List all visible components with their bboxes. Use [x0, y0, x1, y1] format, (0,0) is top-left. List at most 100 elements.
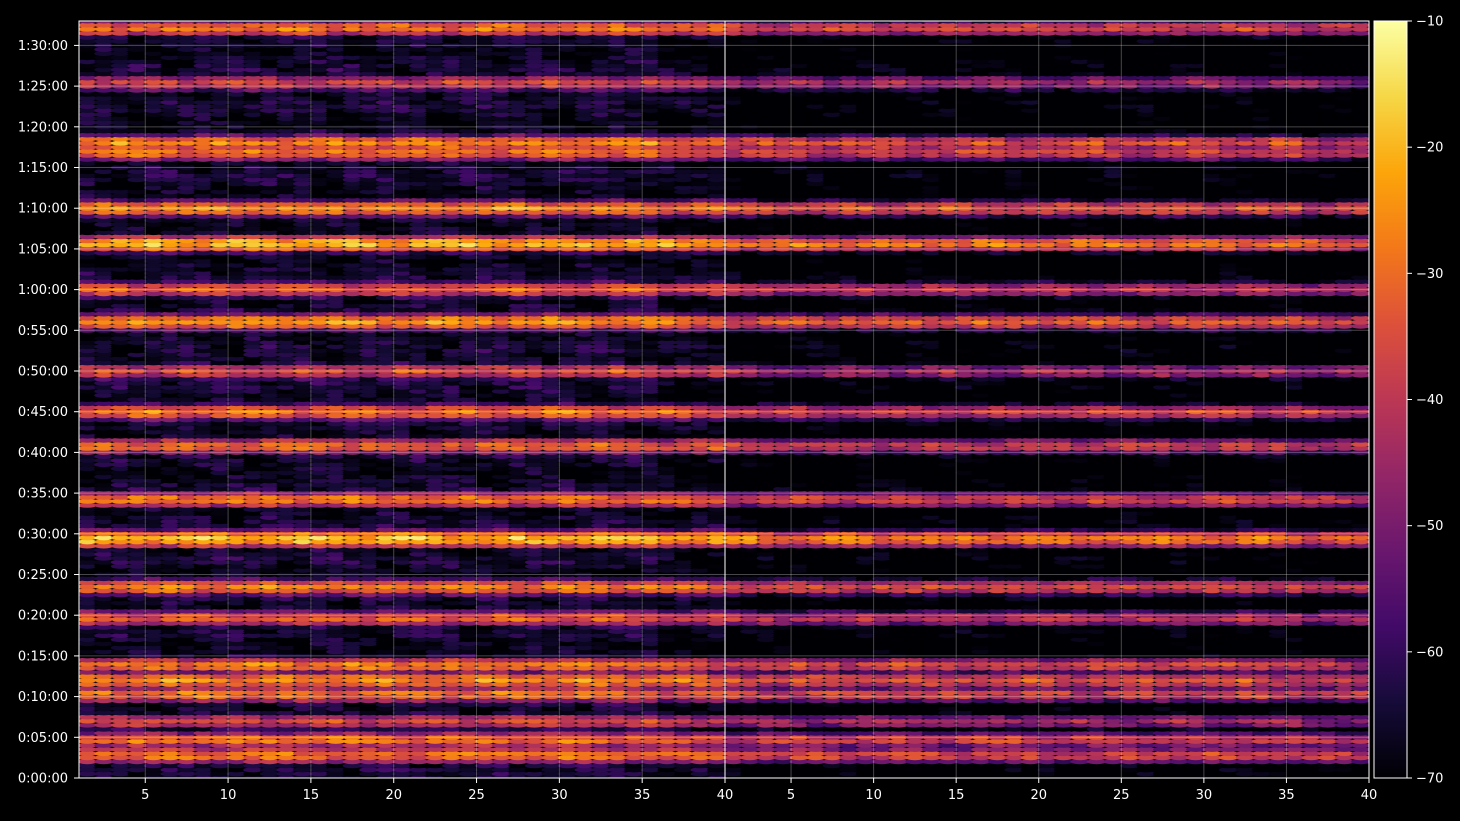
heatmap-cell: [193, 771, 213, 777]
heatmap-cell: [657, 722, 677, 728]
heatmap-cell: [177, 649, 197, 655]
heatmap-cell: [243, 665, 263, 671]
heatmap-cell: [707, 755, 725, 761]
heatmap-cell: [524, 730, 545, 736]
heatmap-cell: [458, 706, 478, 712]
heatmap-cell: [226, 661, 246, 667]
heatmap-cell: [558, 755, 578, 761]
heatmap-cell: [110, 702, 130, 708]
heatmap-cell: [226, 710, 246, 716]
heatmap-cell: [259, 726, 280, 732]
heatmap-cell: [491, 669, 511, 675]
heatmap-cell: [475, 771, 495, 777]
heatmap-cell: [259, 759, 280, 765]
heatmap-cell: [293, 661, 313, 667]
heatmap-cell: [143, 649, 164, 655]
heatmap-cell: [442, 710, 462, 716]
heatmap-cell: [143, 690, 164, 695]
heatmap-cell: [674, 690, 694, 695]
heatmap-cell: [392, 665, 412, 671]
heatmap-cell: [475, 706, 495, 712]
heatmap-cell: [127, 698, 147, 704]
heatmap-cell: [226, 747, 246, 752]
heatmap-cell: [425, 661, 445, 667]
heatmap-cell: [491, 775, 511, 778]
heatmap-cell: [276, 767, 296, 773]
heatmap-cell: [177, 726, 197, 732]
heatmap-cell: [375, 771, 395, 777]
heatmap-cell: [293, 718, 313, 724]
heatmap-cell: [508, 681, 528, 687]
heatmap-cell: [342, 661, 362, 667]
heatmap-cell: [392, 702, 412, 708]
heatmap-cell: [707, 722, 725, 728]
heatmap-cell: [359, 742, 379, 748]
heatmap-cell: [558, 718, 578, 724]
heatmap-cell: [458, 657, 478, 663]
heatmap-cell: [293, 759, 313, 765]
heatmap-cell: [508, 755, 528, 761]
heatmap-cell: [541, 669, 561, 675]
heatmap-cell: [491, 747, 511, 752]
heatmap-cell: [375, 747, 395, 752]
heatmap-cell: [210, 714, 230, 720]
heatmap-cell: [392, 726, 412, 732]
heatmap-cell: [276, 771, 296, 777]
heatmap-cell: [309, 771, 329, 777]
heatmap-cell: [657, 677, 677, 683]
heatmap-cell: [226, 751, 246, 757]
heatmap-cell: [558, 673, 578, 679]
heatmap-cell: [409, 718, 429, 724]
heatmap-cell: [143, 706, 164, 712]
heatmap-cell: [160, 694, 180, 700]
heatmap-cell: [259, 718, 280, 724]
heatmap-cell: [690, 657, 710, 663]
heatmap-cell: [475, 730, 495, 736]
heatmap-cell: [458, 718, 478, 724]
heatmap-cell: [79, 714, 97, 720]
heatmap-cell: [707, 734, 725, 740]
heatmap-cell: [293, 742, 313, 748]
heatmap-cell: [326, 747, 346, 752]
heatmap-cell: [110, 734, 130, 740]
heatmap-cell: [524, 742, 545, 748]
heatmap-cell: [309, 710, 329, 716]
heatmap-cell: [475, 738, 495, 744]
heatmap-cell: [210, 718, 230, 724]
heatmap-cell: [193, 694, 213, 700]
heatmap-cell: [591, 673, 611, 679]
heatmap-cell: [326, 677, 346, 683]
heatmap-cell: [508, 714, 528, 720]
heatmap-cell: [657, 763, 677, 769]
heatmap-cell: [375, 759, 395, 765]
heatmap-cell: [508, 665, 528, 671]
heatmap-cell: [160, 677, 180, 683]
heatmap-cell: [359, 771, 379, 777]
heatmap-cell: [193, 698, 213, 704]
heatmap-cell: [259, 775, 280, 778]
heatmap-cell: [293, 673, 313, 679]
heatmap-cell: [491, 673, 511, 679]
heatmap-cell: [309, 755, 329, 761]
heatmap-cell: [160, 710, 180, 716]
heatmap-cell: [193, 665, 213, 671]
heatmap-cell: [375, 686, 395, 691]
heatmap-cell: [491, 767, 511, 773]
heatmap-cell: [326, 718, 346, 724]
heatmap-cell: [574, 747, 594, 752]
heatmap-cell: [574, 771, 594, 777]
heatmap-cell: [491, 714, 511, 720]
heatmap-cell: [259, 661, 280, 667]
heatmap-cell: [94, 718, 114, 724]
heatmap-cell: [624, 722, 644, 728]
heatmap-cell: [409, 775, 429, 778]
heatmap-cell: [309, 759, 329, 765]
heatmap-cell: [276, 673, 296, 679]
heatmap-cell: [259, 673, 280, 679]
heatmap-cell: [508, 742, 528, 748]
heatmap-cell: [276, 726, 296, 732]
heatmap-cell: [342, 686, 362, 691]
heatmap-cell: [524, 665, 545, 671]
heatmap-cell: [226, 734, 246, 740]
